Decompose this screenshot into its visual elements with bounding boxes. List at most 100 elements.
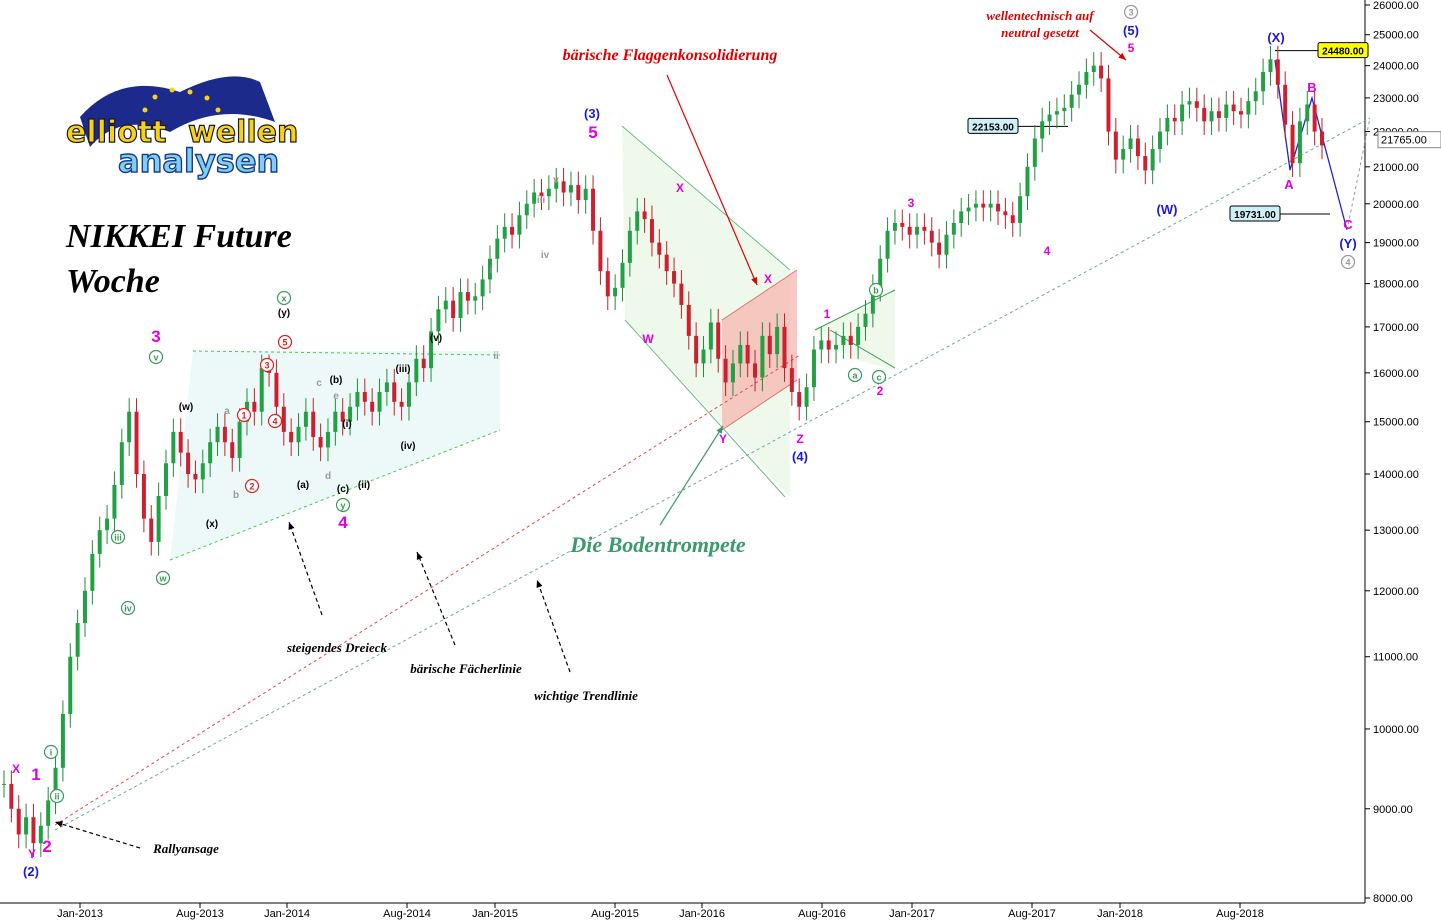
time-tick-label: Aug-2018 [1216, 908, 1264, 920]
candle-body [981, 203, 986, 208]
price-tick-label: 26000.00 [1373, 0, 1419, 12]
candle-body [856, 326, 861, 345]
candle-body [966, 207, 971, 212]
wave-label: (X) [1267, 30, 1284, 45]
candle-body [627, 230, 632, 263]
wave-label: i [490, 265, 493, 276]
chart-subtitle: Woche [66, 263, 160, 300]
candle-body [1253, 91, 1258, 102]
candle-body [546, 188, 551, 197]
candle-body [635, 211, 640, 231]
candle-body [716, 322, 721, 359]
circled-wave-marker [155, 570, 171, 586]
candle-body [1121, 148, 1126, 160]
circled-wave-marker [1123, 4, 1139, 20]
candle-body [178, 431, 183, 453]
triangle-lower-line [169, 429, 501, 561]
circled-wave-label: iv [124, 604, 132, 614]
candle-body [1158, 131, 1163, 149]
candle-body [46, 800, 51, 826]
price-level-label: 19731.00 [1234, 210, 1276, 221]
wave-label: 2 [42, 837, 51, 856]
candle-body [1312, 104, 1317, 132]
annotation-arrowhead [751, 277, 757, 285]
candle-body [797, 392, 802, 407]
candle-body [1283, 84, 1288, 125]
wave-label: (y) [278, 308, 290, 319]
candle-body [333, 411, 338, 432]
candle-body [16, 808, 21, 835]
time-tick-label: Jan-2017 [889, 908, 935, 920]
wave-label: (3) [584, 106, 600, 121]
bear-flag-fill [722, 270, 797, 430]
price-axis: 8000.00 9000.00 10000.00 11000.00 12000.00 13… [1365, 0, 1441, 905]
candle-body [1150, 148, 1155, 171]
small-triangle-fill [815, 288, 895, 370]
candle-body [892, 222, 897, 231]
flag-lower-line [721, 379, 798, 431]
circled-wave-label: ii [54, 792, 59, 802]
wave-label: 1 [824, 307, 831, 321]
candle-body [1040, 121, 1045, 139]
elliott-wellen-logo: elliott wellen analysen [65, 76, 299, 181]
wave-label: b [233, 490, 239, 501]
candle-body [782, 326, 787, 369]
wave-label: (ii) [358, 480, 370, 491]
circled-wave-marker [868, 282, 884, 298]
wave-label: B [1307, 80, 1316, 95]
candle-body [1054, 111, 1059, 115]
circled-wave-marker [49, 788, 65, 804]
chart-annotation: Rallyansage [152, 841, 219, 856]
candle-body [392, 382, 397, 402]
candle-body [1268, 59, 1273, 72]
candle-body [996, 203, 1001, 212]
candle-body [2, 783, 6, 785]
candle-body [436, 309, 441, 332]
candle-body [149, 518, 154, 542]
candle-body [951, 222, 956, 235]
chart-annotation: bärische Flaggenkonsolidierung [563, 47, 778, 64]
candle-body [1290, 124, 1295, 164]
time-tick-label: Jan-2015 [472, 908, 518, 920]
wave-label: X [12, 762, 20, 776]
wave-label: (5) [1123, 23, 1139, 38]
annotation-arrowhead [1118, 52, 1126, 60]
price-level-label: 22153.00 [972, 122, 1014, 133]
circled-wave-marker [43, 744, 59, 760]
circled-wave-label: w [158, 574, 167, 584]
wave-label: e [333, 391, 339, 402]
circled-wave-marker [148, 349, 164, 365]
circled-wave-label: c [876, 373, 881, 383]
candle-body [355, 392, 360, 407]
candle-body [767, 335, 772, 355]
wave-label: C [1343, 217, 1353, 232]
candle-body [289, 431, 294, 443]
candle-body [841, 335, 846, 345]
wave-labels: X 1Y 2(2)34(3)5WXYXZ(4)12345(5)(W)(X)ABC(Y… [12, 4, 1357, 879]
candle-body [1003, 211, 1008, 216]
candle-body [937, 242, 942, 255]
last-price-label: 21765.00 [1381, 135, 1427, 147]
time-tick-label: Aug-2016 [798, 908, 846, 920]
projection-dashed [1346, 117, 1371, 231]
price-level-label: 24480.00 [1322, 47, 1364, 58]
candle-body [237, 421, 242, 458]
annotation-arrow [288, 521, 323, 616]
candle-body [1143, 156, 1148, 171]
candle-body [730, 363, 735, 383]
wave-label: 1 [31, 765, 40, 784]
candle-body [745, 344, 750, 364]
circled-wave-label: i [50, 748, 53, 758]
candle-body [900, 222, 905, 227]
candle-body [929, 230, 934, 243]
annotation-arrowhead [716, 426, 723, 434]
candle-body [988, 203, 993, 208]
candle-body [141, 474, 146, 519]
time-tick-label: Jan-2018 [1097, 908, 1143, 920]
candle-body [421, 358, 426, 369]
candle-body [311, 411, 316, 438]
annotation-arrow [536, 579, 571, 673]
candle-body [156, 495, 161, 542]
candle-body [119, 442, 124, 485]
